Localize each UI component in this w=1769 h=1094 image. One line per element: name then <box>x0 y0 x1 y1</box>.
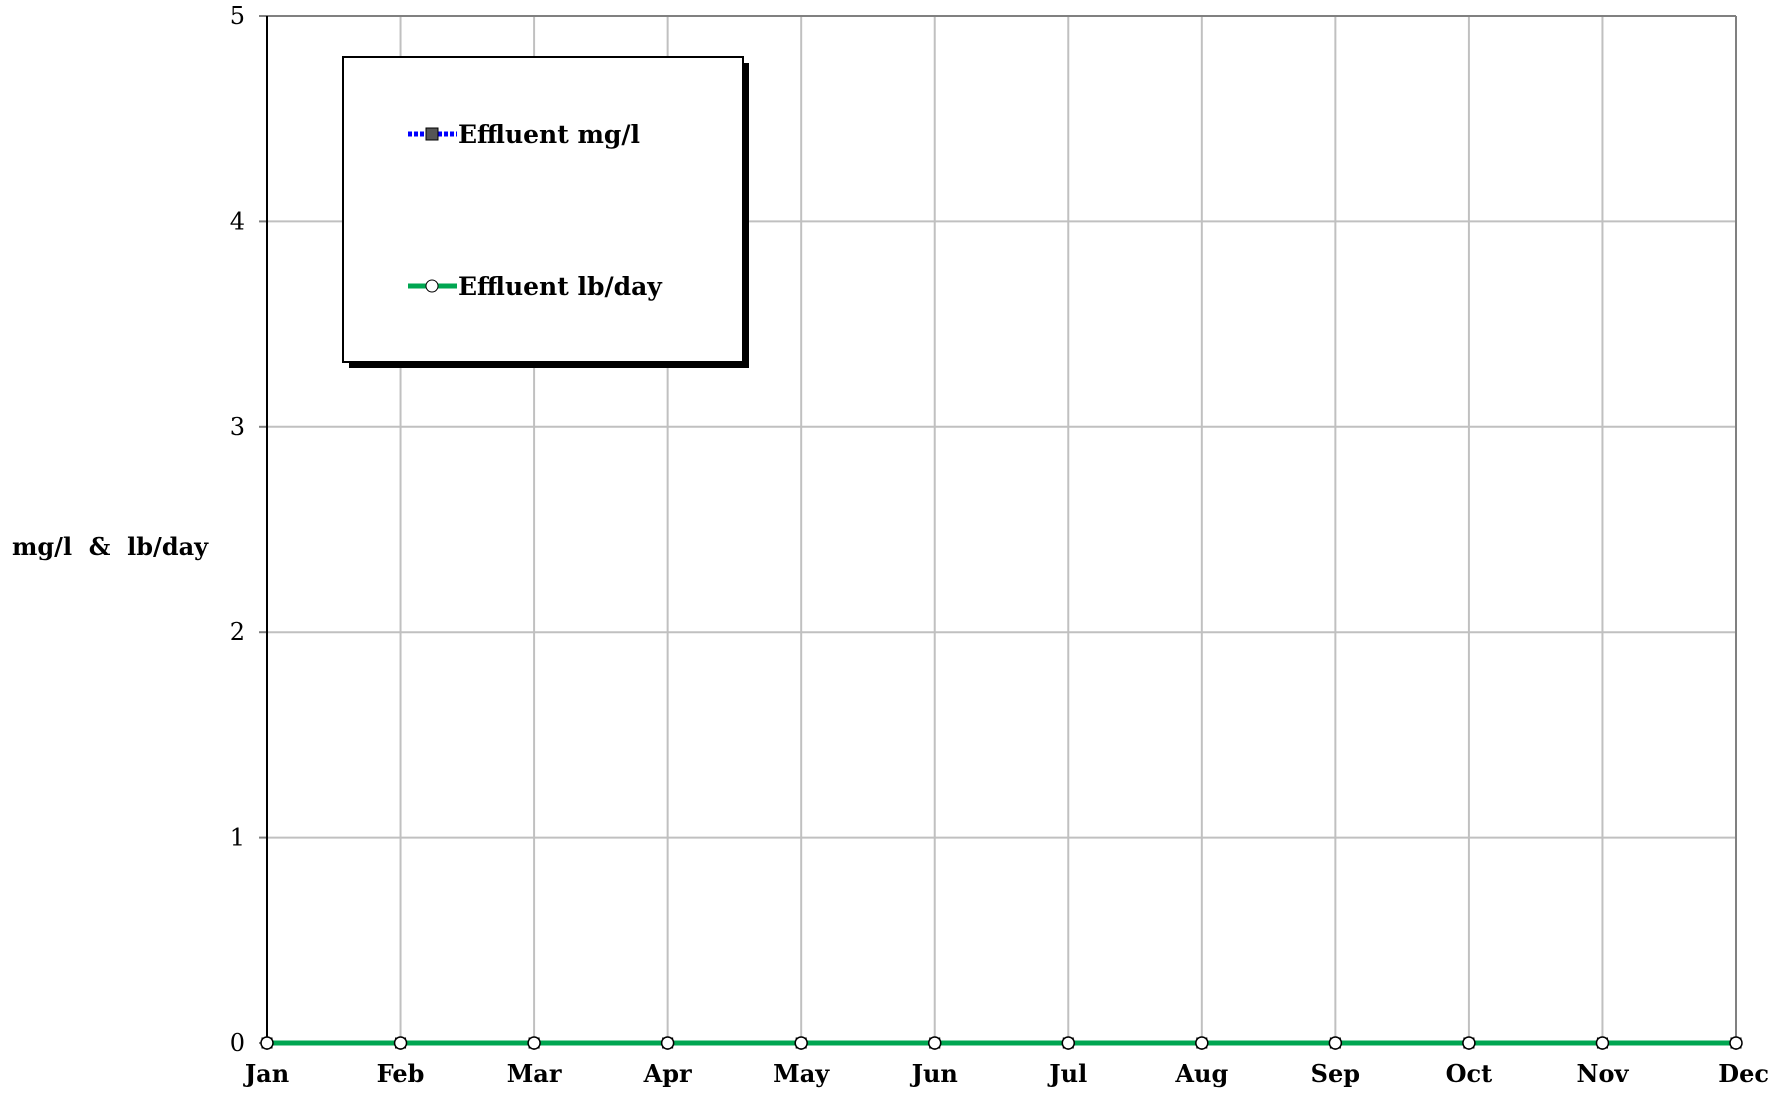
y-tick-label: 2 <box>230 618 245 646</box>
legend-label-effluent-mg-l: Effluent mg/l <box>458 120 640 149</box>
x-tick-label: Jul <box>1047 1059 1087 1088</box>
data-point-circle <box>527 1036 541 1050</box>
legend-entry-effluent-lb-day: Effluent lb/day <box>408 272 663 301</box>
x-tick-label: Nov <box>1577 1059 1630 1088</box>
y-tick-label: 1 <box>230 824 245 852</box>
series <box>260 1036 1743 1050</box>
y-tick-labels: 0 1 2 3 4 5 <box>230 2 245 1057</box>
data-point-circle <box>927 1036 942 1050</box>
legend-entry-effluent-mg-l: Effluent mg/l <box>408 120 640 149</box>
data-point-circle <box>1061 1036 1076 1050</box>
y-tick-label: 5 <box>230 2 245 30</box>
x-tick-label: Apr <box>643 1059 692 1088</box>
x-tick-label: Aug <box>1174 1059 1228 1088</box>
x-tick-labels: Jan Feb Mar Apr May Jun Jul Aug Sep Oct Nov Dec <box>243 1059 1769 1088</box>
y-axis-label: mg/l & lb/day <box>12 532 209 561</box>
data-point-circle <box>1595 1036 1610 1050</box>
x-tick-label: Mar <box>507 1059 562 1088</box>
x-tick-label: Feb <box>377 1059 425 1088</box>
y-tick-label: 4 <box>230 207 245 235</box>
data-point-circle <box>1462 1036 1476 1050</box>
x-tick-label: May <box>773 1059 830 1088</box>
data-point-circle <box>393 1036 408 1050</box>
data-point-circle <box>1195 1036 1209 1050</box>
y-tick-label: 0 <box>230 1029 245 1057</box>
y-tick-label: 3 <box>230 413 245 441</box>
legend: Effluent mg/l Effluent lb/day <box>342 56 749 368</box>
x-tick-label: Jan <box>243 1059 289 1088</box>
data-point-circle <box>794 1036 808 1050</box>
x-tick-label: Oct <box>1446 1059 1493 1088</box>
legend-marker-circle-icon <box>425 279 439 293</box>
legend-label-effluent-lb-day: Effluent lb/day <box>458 272 663 301</box>
data-point-circle <box>1729 1036 1743 1050</box>
x-tick-label: Sep <box>1311 1059 1360 1088</box>
legend-box <box>342 56 744 363</box>
data-point-circle <box>660 1036 675 1050</box>
x-tick-label: Jun <box>910 1059 958 1088</box>
data-point-circle <box>260 1036 274 1050</box>
data-point-circle <box>1328 1036 1343 1050</box>
legend-marker-square-icon <box>425 127 439 141</box>
x-tick-label: Dec <box>1718 1059 1769 1088</box>
